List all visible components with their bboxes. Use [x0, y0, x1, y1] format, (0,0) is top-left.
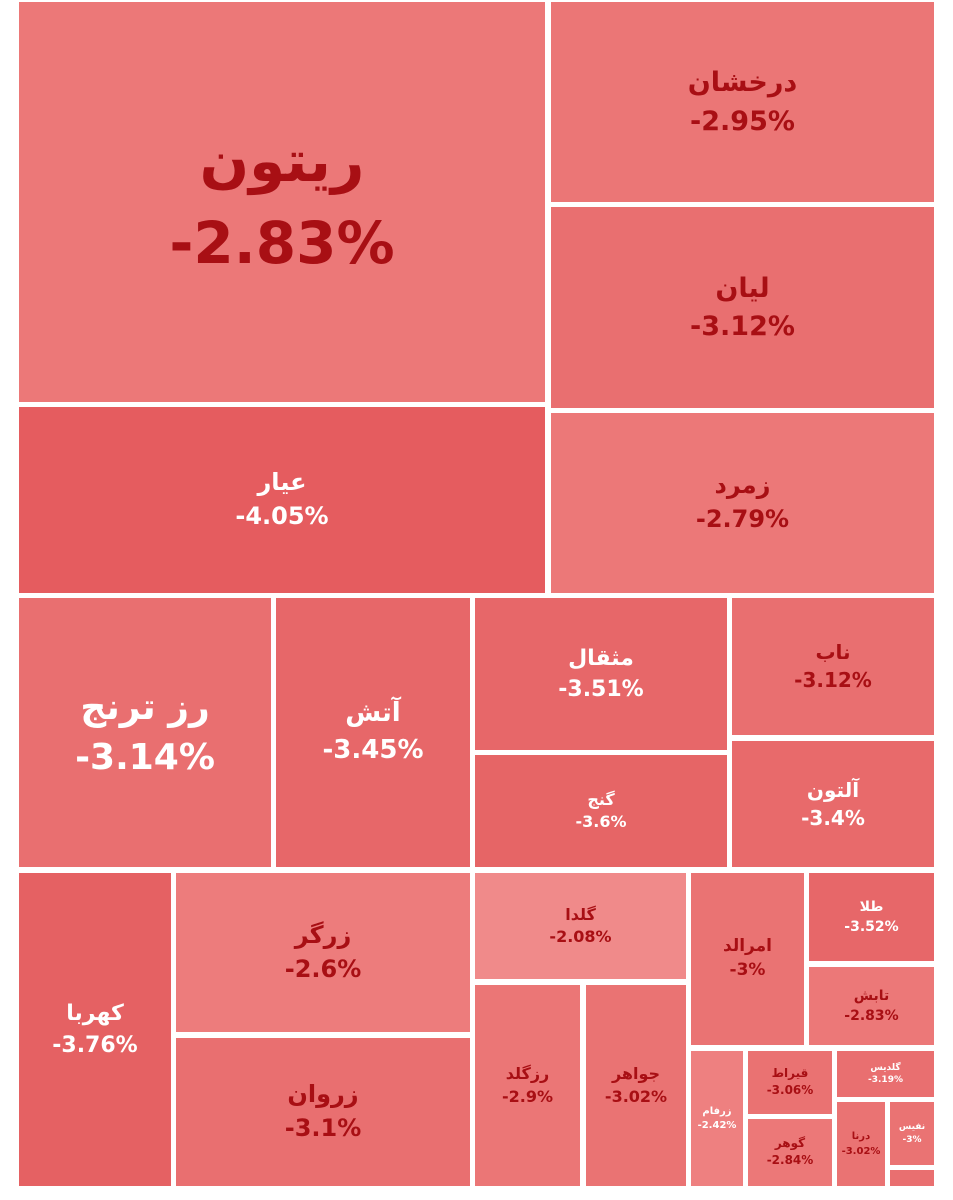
- tile-change-label: -3.51%: [558, 677, 644, 702]
- tile-name-label: قیراط: [771, 1066, 809, 1081]
- tile-alton: آلتون -3.4%: [732, 741, 934, 867]
- tile-rozgold: رزگلد -2.9%: [475, 985, 580, 1186]
- tile-name-label: امرالد: [723, 936, 772, 957]
- tile-name-label: جواهر: [611, 1064, 661, 1084]
- tile-change-label: -3.02%: [841, 1145, 881, 1157]
- tile-change-label: -3%: [902, 1134, 922, 1145]
- tile-name-label: آلتون: [806, 777, 860, 802]
- tile-change-label: -3.52%: [844, 919, 899, 935]
- tile-change-label: -2.08%: [549, 927, 612, 946]
- tile-change-label: -2.84%: [766, 1153, 814, 1167]
- tile-tabesh: تابش -2.83%: [809, 967, 934, 1045]
- tile-name-label: درنا: [851, 1131, 871, 1142]
- tile-change-label: -3.12%: [794, 668, 872, 692]
- tile-name-label: نفیس: [898, 1122, 926, 1133]
- tile-name-label: تابش: [853, 987, 890, 1004]
- tile-name-label: گنج: [587, 789, 615, 809]
- tile-name-label: زروان: [287, 1080, 359, 1109]
- tile-name-label: رزگلد: [505, 1064, 550, 1084]
- tile-name-label: گلدیس: [870, 1062, 901, 1073]
- tile-name-label: درخشان: [687, 67, 798, 99]
- tile-change-label: -4.05%: [235, 502, 329, 530]
- tile-derakhshan: درخشان -2.95%: [551, 2, 934, 202]
- tile-change-label: -3.45%: [322, 735, 424, 765]
- tile-name-label: گلدا: [565, 904, 596, 924]
- tile-tala: طلا -3.52%: [809, 873, 934, 961]
- tile-change-label: -2.95%: [690, 105, 795, 137]
- tile-name-label: زرگر: [294, 920, 352, 949]
- tile-change-label: -3.19%: [868, 1075, 903, 1085]
- tile-ganj: گنج -3.6%: [475, 755, 727, 867]
- tile-nafis: نفیس -3%: [890, 1102, 934, 1165]
- tile-mesghal: مثقال -3.51%: [475, 598, 727, 750]
- tile-change-label: -3.06%: [766, 1083, 814, 1097]
- tile-javaher: جواهر -3.02%: [586, 985, 686, 1186]
- tile-zarfam: زرفام -2.42%: [691, 1051, 743, 1186]
- tile-name-label: مثقال: [568, 645, 634, 671]
- tile-riton: ريتون -2.83%: [19, 2, 545, 402]
- tile-change-label: -2.6%: [284, 954, 362, 983]
- tile-change-label: -2.83%: [844, 1008, 899, 1024]
- tile-lian: لیان -3.12%: [551, 207, 934, 408]
- tile-name-label: عیار: [257, 468, 307, 497]
- tile-change-label: -3.4%: [801, 805, 865, 830]
- tile-name-label: ناب: [815, 640, 851, 664]
- tile-zomorod: زمرد -2.79%: [551, 413, 934, 593]
- tile-goldis: گلدیس -3.19%: [837, 1051, 934, 1097]
- tile-kahroba: کهربا -3.76%: [19, 873, 171, 1186]
- tile-atash: آتش -3.45%: [276, 598, 470, 867]
- tile-name-label: رز ترنج: [80, 686, 210, 728]
- tile-small-unlabeled: [890, 1170, 934, 1186]
- tile-change-label: -3.14%: [75, 737, 215, 778]
- tile-golda: گلدا -2.08%: [475, 873, 686, 979]
- tile-gherat: قیراط -3.06%: [748, 1051, 832, 1114]
- tile-change-label: -3%: [729, 960, 766, 980]
- tile-roz-toranj: رز ترنج -3.14%: [19, 598, 271, 867]
- tile-nab: ناب -3.12%: [732, 598, 934, 735]
- tile-name-label: گوهر: [774, 1136, 806, 1151]
- tile-name-label: طلا: [859, 898, 884, 915]
- tile-name-label: آتش: [345, 698, 401, 729]
- tile-change-label: -3.76%: [52, 1032, 138, 1058]
- tile-change-label: -2.83%: [169, 208, 395, 277]
- tile-dorna: درنا -3.02%: [837, 1102, 885, 1186]
- tile-zargar: زرگر -2.6%: [176, 873, 470, 1032]
- tile-zarvan: زروان -3.1%: [176, 1038, 470, 1186]
- tile-gohar: گوهر -2.84%: [748, 1119, 832, 1186]
- tile-change-label: -2.9%: [501, 1086, 553, 1106]
- tile-change-label: -2.42%: [697, 1120, 737, 1131]
- tile-name-label: زرفام: [702, 1105, 732, 1117]
- tile-change-label: -3.1%: [284, 1114, 362, 1142]
- tile-change-label: -3.02%: [604, 1086, 668, 1106]
- tile-change-label: -2.79%: [695, 505, 790, 533]
- tile-ayar: عیار -4.05%: [19, 407, 545, 593]
- tile-name-label: کهربا: [66, 1001, 124, 1027]
- tile-emerald: امرالد -3%: [691, 873, 804, 1045]
- tile-change-label: -3.6%: [575, 812, 627, 831]
- tile-name-label: زمرد: [714, 471, 771, 500]
- tile-name-label: لیان: [715, 272, 770, 304]
- tile-name-label: ريتون: [199, 126, 365, 195]
- tile-change-label: -3.12%: [690, 311, 795, 342]
